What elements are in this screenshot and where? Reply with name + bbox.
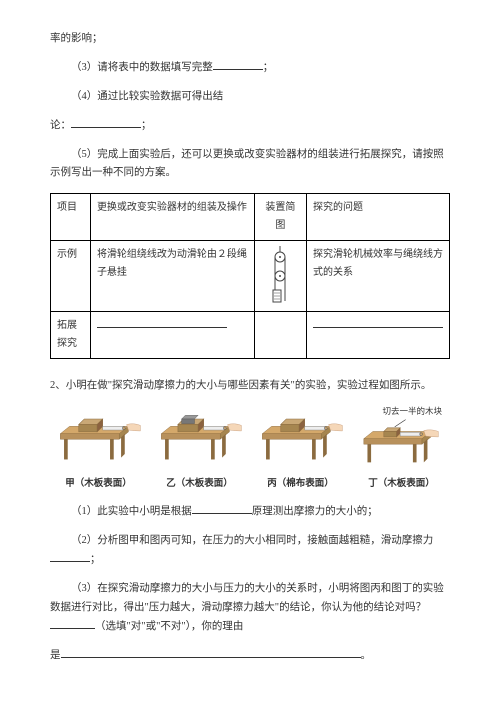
sq3-blank2[interactable] xyxy=(61,647,361,658)
sq3-line: （3）在探究滑动摩擦力的大小与压力的大小的关系时，小明将图丙和图丁的实验数据进行… xyxy=(50,580,450,637)
td-extend-change-blank[interactable] xyxy=(90,312,254,359)
q3-tail: ； xyxy=(263,62,274,73)
td-extend-label: 拓展探究 xyxy=(51,312,91,359)
sq1-tail: 原理测出摩擦力的大小的； xyxy=(252,506,378,517)
table-block-yi-icon xyxy=(154,406,246,466)
q4a-line: （4）通过比较实验数据可得出结 xyxy=(50,88,450,107)
table-row: 项目 更换或改变实验器材的组装及操作 装置简图 探究的问题 xyxy=(51,194,450,241)
th-project: 项目 xyxy=(51,194,91,241)
td-example-label: 示例 xyxy=(51,241,91,312)
q4b-line: 论： ； xyxy=(50,117,450,136)
table-block-ding-icon xyxy=(356,416,448,466)
fig-jia: 甲（木板表面） xyxy=(50,406,147,493)
fig-ding-label: 丁（木板表面） xyxy=(353,476,450,493)
sq1-line: （1）此实验中小明是根据 原理测出摩擦力的大小的； xyxy=(50,503,450,522)
sq3-blank1[interactable] xyxy=(50,618,95,629)
table-block-jia-icon xyxy=(53,406,145,466)
table-row: 示例 将滑轮组绕线改为动滑轮由２段绳子悬挂 探究滑轮机械效率与绳绕线方式的关系 xyxy=(51,241,450,312)
experiment-figures: 甲（木板表面） 乙（木板表面） xyxy=(50,406,450,493)
sq1-text: （1）此实验中小明是根据 xyxy=(71,506,192,517)
q2-title: 2、小明在做"探究滑动摩擦力的大小与哪些因素有关"的实验，实验过程如图所示。 xyxy=(50,377,450,396)
sq2-blank[interactable] xyxy=(50,551,90,562)
sq2-text: （2）分析图甲和图丙可知，在压力的大小相同时，接触面越粗糙，滑动摩擦力 xyxy=(71,535,433,546)
sq3-mid: （选填"对"或"不对"），你的理由 xyxy=(95,621,243,632)
pulley-icon xyxy=(265,246,295,306)
sq3-last-label: 是 xyxy=(50,647,61,666)
td-extend-question-blank[interactable] xyxy=(307,312,450,359)
sq2-tail: ； xyxy=(90,554,101,565)
fig-bing: 丙（棉布表面） xyxy=(252,406,349,493)
q3-line: （3）请将表中的数据填写完整 ； xyxy=(50,59,450,78)
half-block-label: 切去一半的木块 xyxy=(353,406,450,416)
fig-bing-label: 丙（棉布表面） xyxy=(252,476,349,493)
fig-jia-label: 甲（木板表面） xyxy=(50,476,147,493)
q4b-blank[interactable] xyxy=(71,117,141,128)
fig-ding: 切去一半的木块 丁（木板表面） xyxy=(353,406,450,493)
q3-text: （3）请将表中的数据填写完整 xyxy=(71,62,213,73)
td-extend-diagram-blank[interactable] xyxy=(254,312,306,359)
rate-line: 率的影响； xyxy=(50,30,450,49)
q3-blank[interactable] xyxy=(213,59,263,70)
sq3-text: （3）在探究滑动摩擦力的大小与压力的大小的关系时，小明将图丙和图丁的实验数据进行… xyxy=(50,583,444,613)
th-question: 探究的问题 xyxy=(307,194,450,241)
table-row: 拓展探究 xyxy=(51,312,450,359)
td-example-question: 探究滑轮机械效率与绳绕线方式的关系 xyxy=(307,241,450,312)
experiment-table: 项目 更换或改变实验器材的组装及操作 装置简图 探究的问题 示例 将滑轮组绕线改… xyxy=(50,193,450,359)
th-diagram: 装置简图 xyxy=(254,194,306,241)
td-example-change: 将滑轮组绕线改为动滑轮由２段绳子悬挂 xyxy=(90,241,254,312)
q4b-tail: ； xyxy=(141,120,152,131)
sq2-line: （2）分析图甲和图丙可知，在压力的大小相同时，接触面越粗糙，滑动摩擦力 ； xyxy=(50,532,450,570)
fig-yi: 乙（木板表面） xyxy=(151,406,248,493)
q4b-text: 论： xyxy=(50,120,71,131)
fig-yi-label: 乙（木板表面） xyxy=(151,476,248,493)
td-example-diagram xyxy=(254,241,306,312)
th-change: 更换或改变实验器材的组装及操作 xyxy=(90,194,254,241)
sq1-blank[interactable] xyxy=(192,503,252,514)
sq3-period: 。 xyxy=(361,647,372,666)
table-block-bing-icon xyxy=(255,406,347,466)
sq3-last-line: 是。 xyxy=(50,647,450,666)
q5-line: （5）完成上面实验后，还可以更换或改变实验器材的组装进行拓展探究，请按照示例写出… xyxy=(50,146,450,184)
